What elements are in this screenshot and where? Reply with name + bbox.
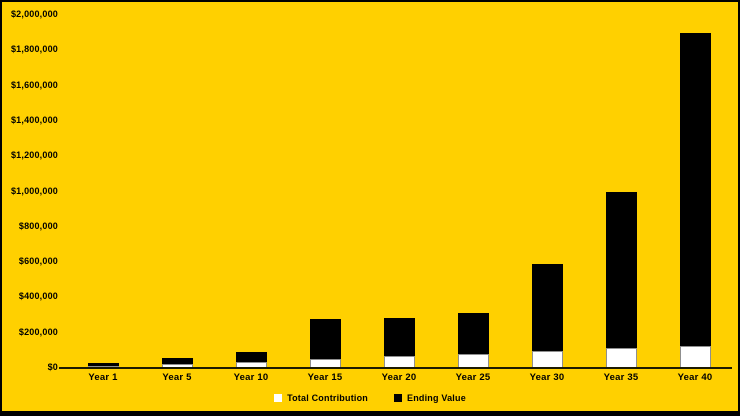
bar-segment-total-contribution <box>605 348 637 367</box>
bar-segment-total-contribution <box>87 366 119 367</box>
bar-segment-total-contribution <box>309 359 341 367</box>
y-tick-label: $200,000 <box>18 326 58 337</box>
x-tick-label-year-20: Year 20 <box>381 372 417 383</box>
y-axis: $0 $200,000 $400,000 $600,000 $800,000 $1,000… <box>2 9 58 372</box>
bar-year-1 <box>87 14 119 367</box>
bar-segment-total-contribution <box>457 353 489 367</box>
bar-segment-ending-value <box>235 352 267 362</box>
x-tick-label-year-5: Year 5 <box>162 372 192 383</box>
bar-group-year-1: Year 1 <box>66 14 140 383</box>
bar-group-year-25: Year 25 <box>436 14 510 383</box>
x-tick-label-year-10: Year 10 <box>233 372 269 383</box>
x-tick-label-year-15: Year 15 <box>307 372 343 383</box>
y-tick-label: $2,000,000 <box>10 9 58 19</box>
bar-year-25 <box>457 14 489 367</box>
y-tick-label: $1,800,000 <box>10 44 58 55</box>
legend-swatch-total-contribution <box>274 394 283 402</box>
x-tick-label-year-40: Year 40 <box>677 372 713 383</box>
bar-group-year-35: Year 35 <box>584 14 658 383</box>
y-tick-label: $1,600,000 <box>10 79 58 90</box>
x-tick-label-year-35: Year 35 <box>603 372 639 383</box>
x-tick-label-year-30: Year 30 <box>529 372 565 383</box>
bar-segment-ending-value <box>531 263 563 352</box>
bar-segment-ending-value <box>605 192 637 349</box>
y-tick-label: $600,000 <box>18 256 58 267</box>
y-tick-label: $1,400,000 <box>10 114 58 125</box>
legend: Total Contribution Ending Value <box>2 393 738 403</box>
y-tick-label: $800,000 <box>18 220 58 231</box>
bar-year-20 <box>383 14 415 367</box>
bar-segment-total-contribution <box>679 345 711 367</box>
bar-year-15 <box>309 14 341 367</box>
bar-year-35 <box>605 14 637 367</box>
bar-segment-ending-value <box>87 363 119 366</box>
bar-year-10 <box>235 14 267 367</box>
bar-segment-total-contribution <box>531 351 563 367</box>
x-tick-label-year-1: Year 1 <box>88 372 118 383</box>
bar-year-30 <box>531 14 563 367</box>
bars-row: Year 1 Year 5 Year 10 Year 15 Year 20 Year 25… <box>66 14 732 383</box>
y-tick-label: $400,000 <box>18 291 58 302</box>
legend-swatch-ending-value <box>394 394 402 402</box>
y-tick-label: $1,200,000 <box>10 150 58 161</box>
plot-area: Year 1 Year 5 Year 10 Year 15 Year 20 Year 25… <box>59 14 732 383</box>
bar-group-year-10: Year 10 <box>214 14 288 383</box>
bar-segment-ending-value <box>457 313 489 354</box>
bar-segment-total-contribution <box>383 356 415 367</box>
y-tick-label: $1,000,000 <box>10 185 58 196</box>
bar-group-year-5: Year 5 <box>140 14 214 383</box>
x-tick-label-year-25: Year 25 <box>455 372 491 383</box>
bar-segment-ending-value <box>383 318 415 357</box>
legend-label-total-contribution: Total Contribution <box>287 393 368 403</box>
bar-segment-total-contribution <box>235 361 267 367</box>
bar-year-5 <box>161 14 193 367</box>
legend-item-ending-value: Ending Value <box>394 393 466 403</box>
legend-label-ending-value: Ending Value <box>407 393 466 403</box>
legend-item-total-contribution: Total Contribution <box>274 393 368 403</box>
x-axis-line <box>59 367 732 369</box>
bar-year-40 <box>679 14 711 367</box>
bar-segment-ending-value <box>309 319 341 360</box>
bar-group-year-15: Year 15 <box>288 14 362 383</box>
bar-segment-ending-value <box>679 32 711 346</box>
bar-segment-ending-value <box>161 358 193 365</box>
bar-segment-total-contribution <box>161 364 193 367</box>
bar-group-year-40: Year 40 <box>658 14 732 383</box>
bar-group-year-30: Year 30 <box>510 14 584 383</box>
bar-group-year-20: Year 20 <box>362 14 436 383</box>
y-tick-label: $0 <box>47 362 58 372</box>
